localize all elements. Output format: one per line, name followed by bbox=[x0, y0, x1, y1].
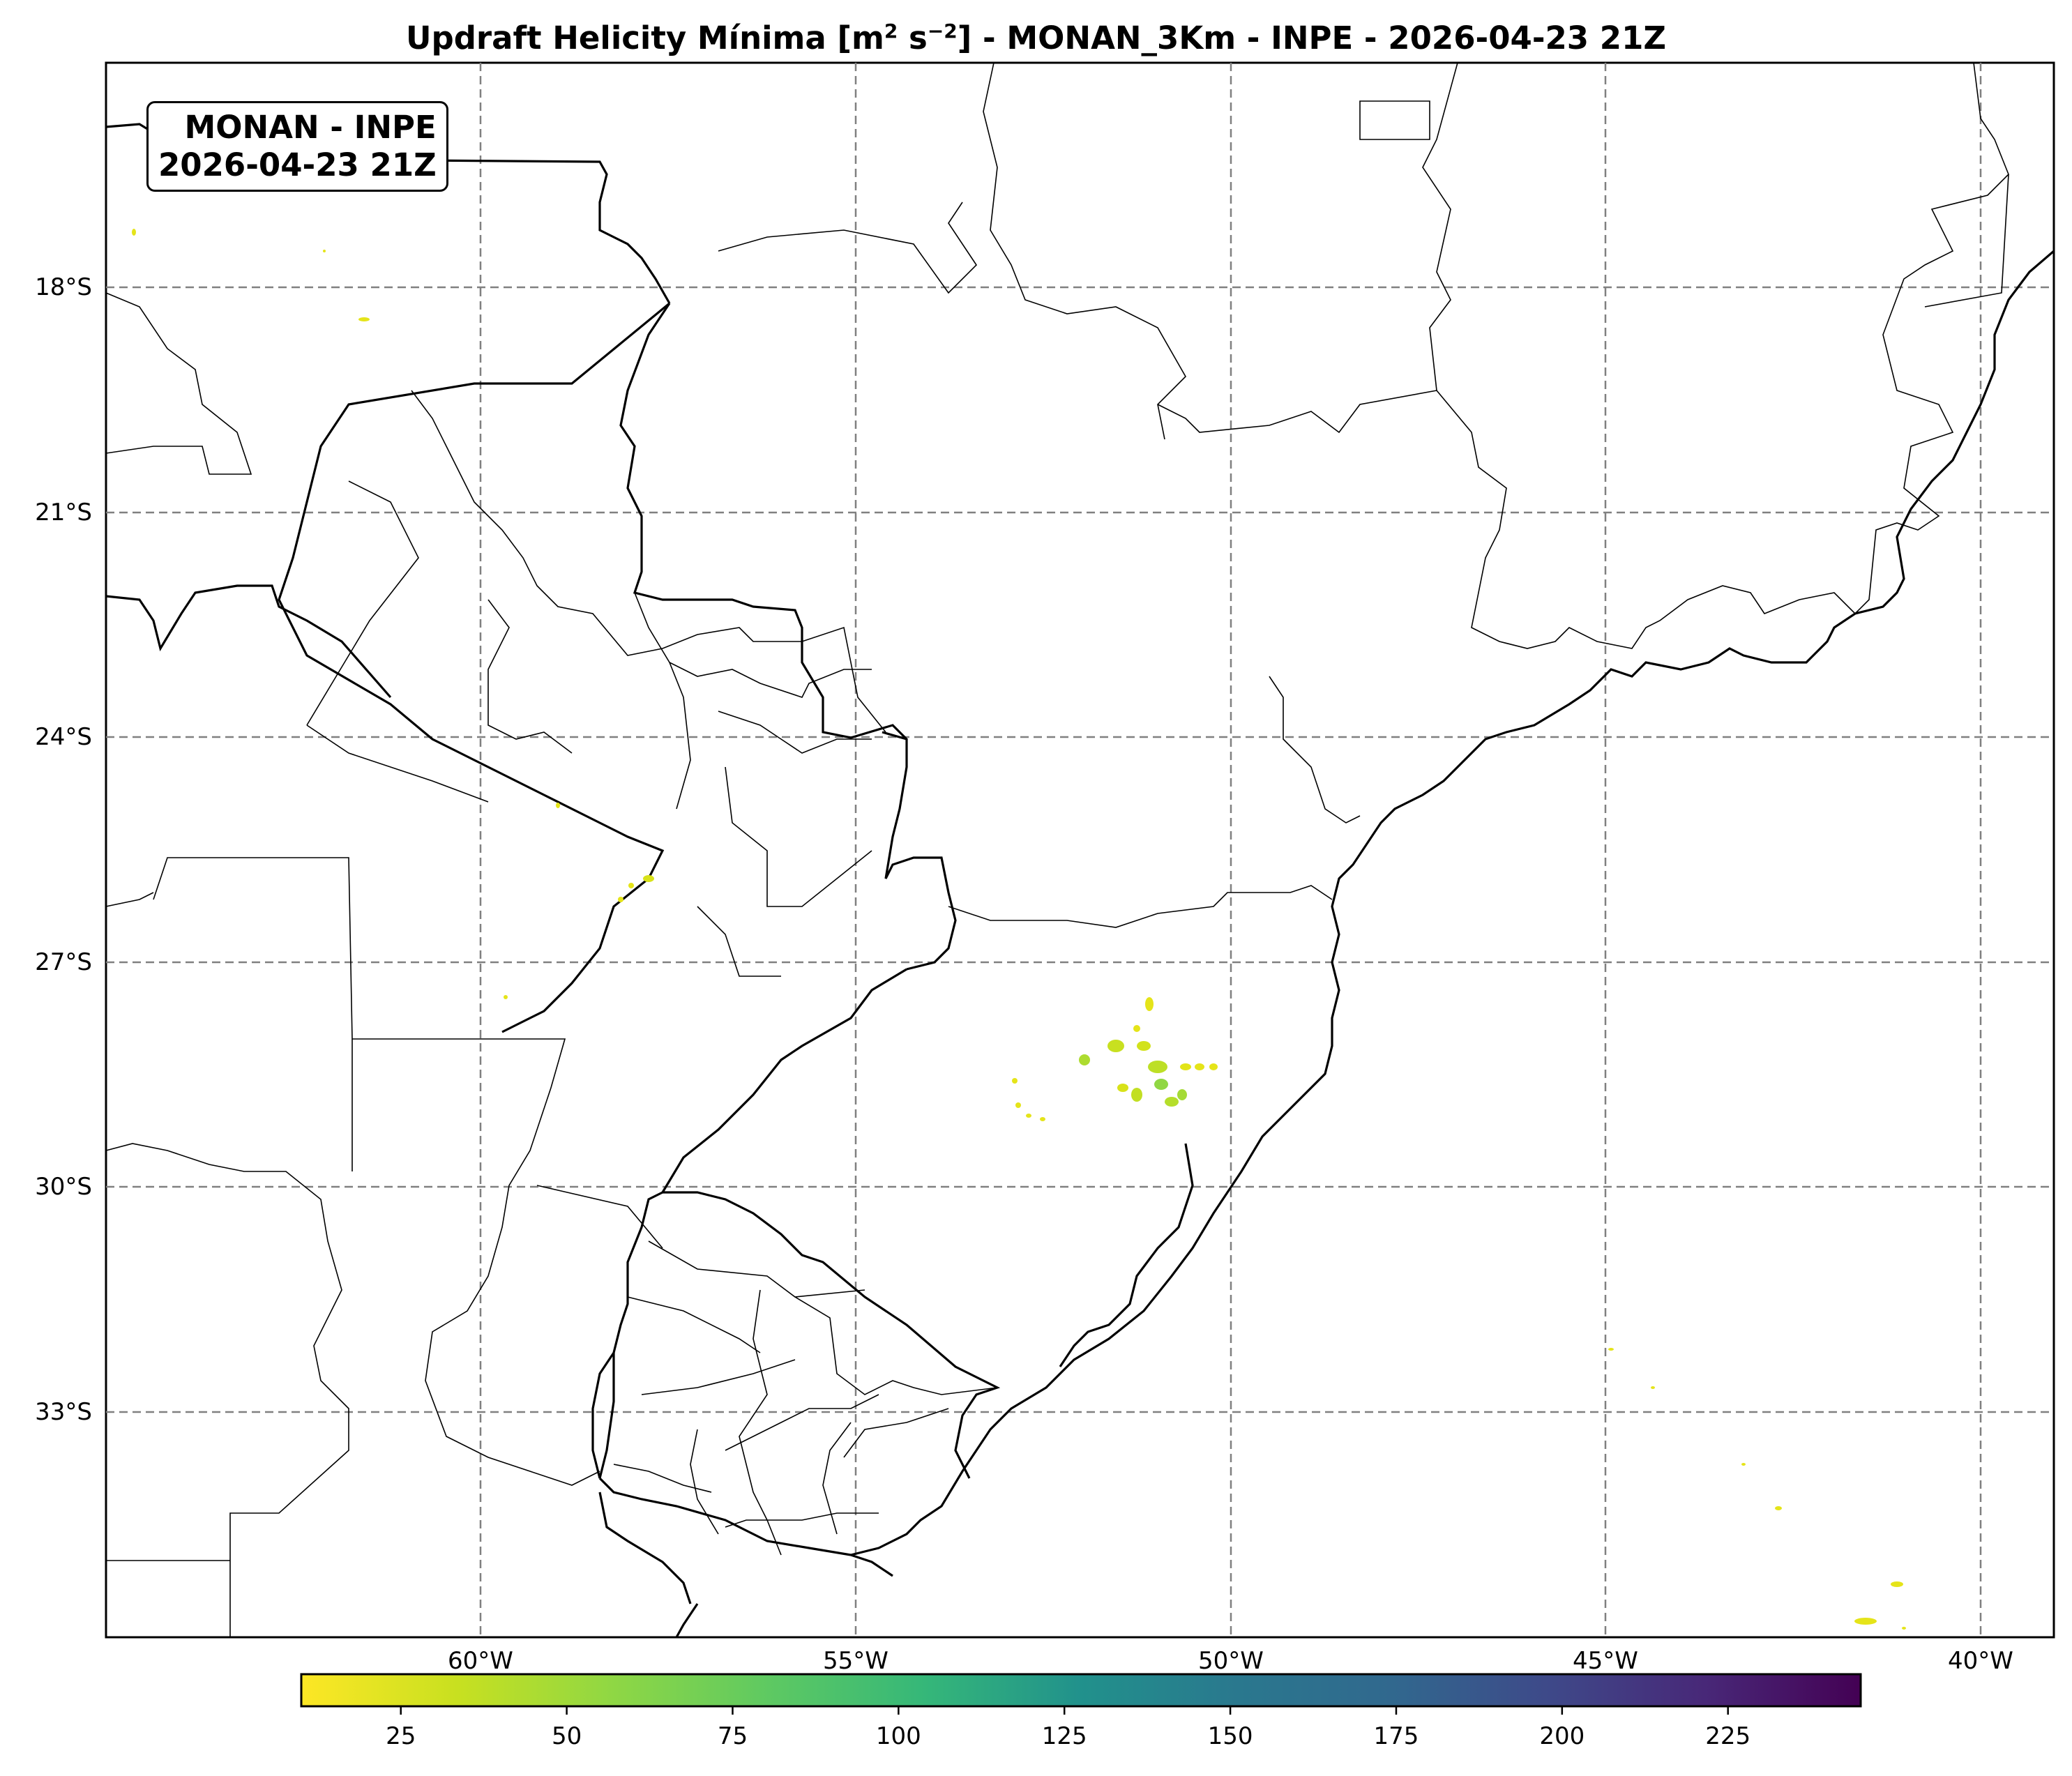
map-frame bbox=[105, 61, 2055, 1639]
graticule bbox=[106, 63, 2054, 1637]
helicity-field bbox=[132, 229, 1906, 1630]
colorbar-tick-label: 200 bbox=[1539, 1722, 1585, 1750]
lon-label: 55°W bbox=[823, 1647, 888, 1675]
lat-label: 30°S bbox=[35, 1173, 92, 1201]
coastline-borders bbox=[105, 123, 2055, 1638]
lat-label: 21°S bbox=[35, 499, 92, 526]
stamp-line2: 2026-04-23 21Z bbox=[158, 146, 437, 183]
lat-label: 33°S bbox=[35, 1398, 92, 1426]
lon-label: 60°W bbox=[448, 1647, 513, 1675]
colorbar-tick-label: 100 bbox=[875, 1722, 921, 1750]
colorbar-tick-label: 150 bbox=[1207, 1722, 1253, 1750]
lat-label: 27°S bbox=[35, 948, 92, 976]
colorbar-tick-label: 50 bbox=[551, 1722, 582, 1750]
colorbar-ticks bbox=[400, 1706, 1729, 1715]
lon-label: 45°W bbox=[1573, 1647, 1638, 1675]
model-stamp: MONAN - INPE 2026-04-23 21Z bbox=[146, 101, 448, 192]
colorbar-tick-label: 175 bbox=[1373, 1722, 1419, 1750]
colorbar-tick-label: 25 bbox=[386, 1722, 416, 1750]
lon-label: 40°W bbox=[1948, 1647, 2013, 1675]
colorbar-tick-label: 75 bbox=[717, 1722, 748, 1750]
stamp-line1: MONAN - INPE bbox=[184, 109, 437, 146]
map-title: Updraft Helicity Mínima [m2 s−2] - MONAN… bbox=[405, 20, 1667, 56]
colorbar-tick-label: 225 bbox=[1705, 1722, 1751, 1750]
lon-label: 50°W bbox=[1198, 1647, 1264, 1675]
state-boundaries bbox=[105, 62, 2009, 1637]
lat-label: 18°S bbox=[35, 273, 92, 301]
lat-label: 24°S bbox=[35, 723, 92, 751]
colorbar bbox=[300, 1673, 1862, 1708]
colorbar-tick-label: 125 bbox=[1041, 1722, 1087, 1750]
